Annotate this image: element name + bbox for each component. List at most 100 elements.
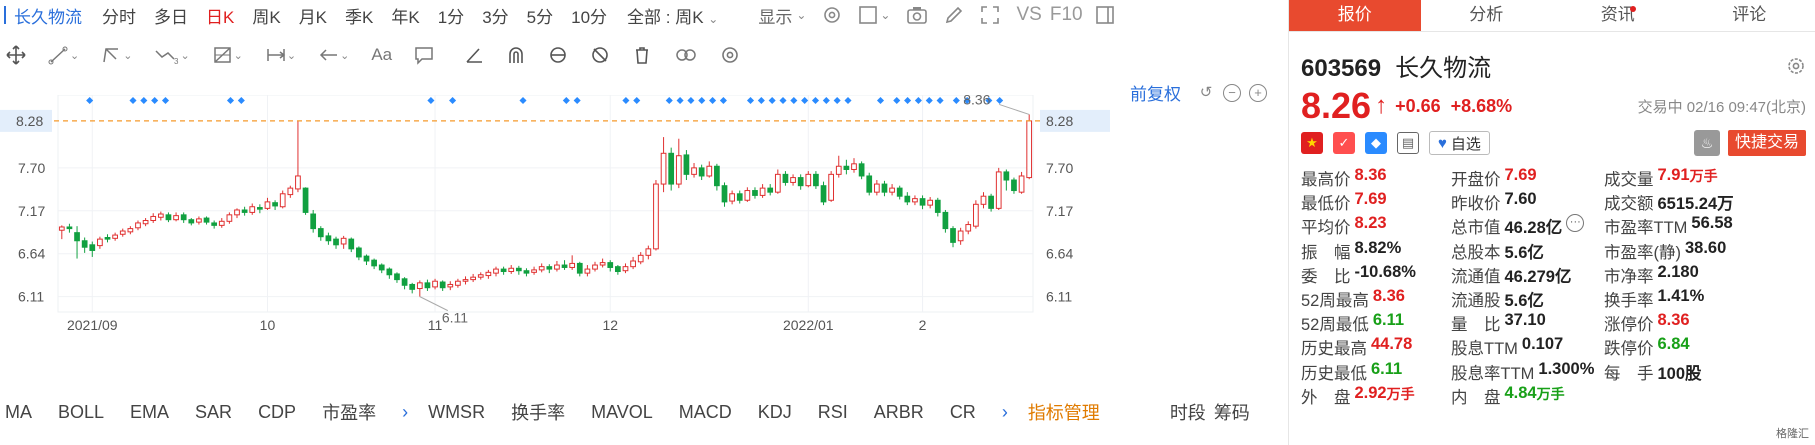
price-adjust-toggle[interactable]: 前复权 (1130, 85, 1181, 104)
candle-down (310, 213, 317, 230)
indicator-item[interactable]: SAR (195, 401, 233, 422)
text-tool-icon[interactable]: Aa (371, 45, 393, 64)
panel-tab[interactable]: 分析 (1421, 0, 1553, 31)
notebook-icon[interactable]: ▤ (1397, 132, 1419, 154)
stat-value: 8.36 (1657, 311, 1690, 330)
period-tab[interactable]: 10分 (571, 7, 608, 27)
fibonacci-tool-icon[interactable]: ⌄ (212, 45, 243, 65)
stock-name-label[interactable]: 长久物流 (14, 7, 82, 27)
stat-cell: 最低价 7.69 (1301, 190, 1451, 214)
indicator-item[interactable]: CR (949, 401, 976, 422)
stat-label: 最高价 (1301, 171, 1351, 190)
tag-icon[interactable]: ◆ (1365, 132, 1387, 154)
current-price-label-right: 8.28 (1046, 113, 1073, 129)
period-tab[interactable]: 1分 (437, 7, 465, 27)
china-flag-icon[interactable]: ★ (1301, 132, 1323, 154)
watchlist-label: 自选 (1450, 135, 1481, 153)
fullscreen-icon[interactable] (980, 5, 1000, 25)
hide-drawing-icon[interactable] (590, 45, 610, 65)
panel-tab[interactable]: 评论 (1684, 0, 1815, 31)
stat-label: 历史最低 (1301, 364, 1367, 383)
candle-up (744, 190, 751, 201)
gear-icon[interactable] (1786, 56, 1806, 82)
candle-up (790, 177, 796, 183)
indicator-item[interactable]: 市盈率 (322, 403, 377, 423)
square-checkbox-icon[interactable]: ⌄ (858, 5, 890, 25)
settings-gear-icon[interactable] (822, 5, 842, 25)
comment-tool-icon[interactable] (414, 45, 434, 65)
period-tab[interactable]: 5分 (526, 7, 554, 27)
arrow-tool-icon[interactable]: ⌄ (318, 45, 349, 65)
f10-button[interactable]: F10 (1049, 4, 1083, 25)
indicator-item[interactable]: MA (5, 401, 32, 422)
quick-trade-button[interactable]: 快捷交易 (1727, 130, 1806, 156)
wave-tool-icon[interactable]: 3 ⌄ (154, 45, 190, 65)
stat-label: 量 比 (1451, 316, 1501, 335)
period-tab[interactable]: 日K (206, 7, 235, 27)
stat-cell: 总股本 5.6亿 (1451, 239, 1604, 263)
period-tab[interactable]: 周K (252, 7, 281, 27)
indicator-item[interactable]: 换手率 (511, 403, 566, 423)
indicator-item[interactable]: KDJ (757, 401, 792, 422)
indicator-item[interactable]: RSI (817, 401, 848, 422)
stock-connect-icon[interactable]: ✓ (1333, 132, 1355, 154)
sidebar-toggle-icon[interactable] (1095, 5, 1115, 25)
zoom-out-icon[interactable]: − (1223, 83, 1241, 102)
indicator-item[interactable]: ARBR (873, 401, 924, 422)
signal-marker (914, 96, 922, 105)
channel-tool-icon[interactable]: ⌄ (101, 45, 132, 65)
sync-drawing-icon[interactable] (548, 45, 568, 65)
zoom-in-icon[interactable]: + (1249, 83, 1267, 102)
line-tool-icon[interactable]: ⌄ (48, 45, 79, 65)
stat-cell: 开盘价 7.69 (1451, 166, 1604, 190)
indicator-item[interactable]: BOLL (58, 401, 105, 422)
range-measure-icon[interactable]: ⌄ (265, 45, 296, 65)
chevron-right-icon[interactable]: › (1001, 401, 1008, 422)
y-tick-label: 6.64 (1046, 246, 1073, 262)
link-chart-icon[interactable] (674, 45, 698, 65)
bottom-tab[interactable]: 时段 (1169, 403, 1206, 423)
candle-down (752, 190, 758, 196)
indicator-manage-button[interactable]: 指标管理 (1027, 403, 1100, 423)
reset-icon[interactable]: ↺ (1199, 83, 1213, 101)
low-annotation: 6.11 (442, 310, 468, 326)
period-tab[interactable]: 年K (391, 7, 420, 27)
period-tab[interactable]: 3分 (482, 7, 509, 27)
drawing-settings-icon[interactable] (720, 45, 740, 65)
panel-tab[interactable]: 报价 (1289, 0, 1421, 31)
bell-icon[interactable]: ♨ (1693, 130, 1720, 156)
add-watchlist-button[interactable]: ♥ 自选 (1429, 131, 1490, 155)
indicator-item[interactable]: EMA (130, 401, 170, 422)
period-tab[interactable]: 季K (345, 7, 374, 27)
candle-up (927, 199, 934, 206)
period-tab[interactable]: 分时 (102, 7, 136, 27)
signal-marker (427, 96, 435, 105)
angle-tool-icon[interactable] (464, 45, 484, 65)
candle-up (142, 220, 149, 225)
camera-icon[interactable] (906, 5, 928, 25)
stat-cell: 历史最低 6.11 (1301, 360, 1451, 384)
magnet-icon[interactable] (506, 45, 526, 65)
panel-tab[interactable]: 资讯 (1552, 0, 1684, 31)
indicator-item[interactable]: WMSR (428, 401, 486, 422)
pencil-icon[interactable] (944, 5, 964, 25)
move-cross-icon[interactable] (6, 45, 26, 65)
signal-marker (151, 96, 159, 105)
indicator-item[interactable]: MACD (678, 401, 732, 422)
candle-up (264, 201, 271, 209)
signal-marker (687, 96, 695, 105)
candlestick-chart[interactable]: 8.28 8.28 7.70 7.17 6.64 6.11 7.70 7.17 6.64 6… (0, 95, 1110, 390)
trash-icon[interactable] (632, 45, 652, 65)
period-tab[interactable]: 多日 (154, 7, 188, 27)
display-dropdown[interactable]: 显示 ⌄ (758, 3, 806, 28)
indicator-item[interactable]: MAVOL (591, 401, 653, 422)
vs-compare-button[interactable]: VS (1016, 4, 1042, 25)
period-tab[interactable]: 月K (298, 7, 328, 27)
range-select[interactable]: 全部 : 周K ⌄ (627, 3, 718, 28)
chevron-right-icon[interactable]: › (402, 401, 409, 422)
bottom-tab[interactable]: 筹码 (1213, 403, 1250, 423)
signal-marker (844, 96, 852, 105)
indicator-item[interactable]: CDP (258, 401, 297, 422)
more-icon[interactable]: ··· (1566, 214, 1585, 233)
stat-label: 换手率 (1604, 292, 1654, 311)
